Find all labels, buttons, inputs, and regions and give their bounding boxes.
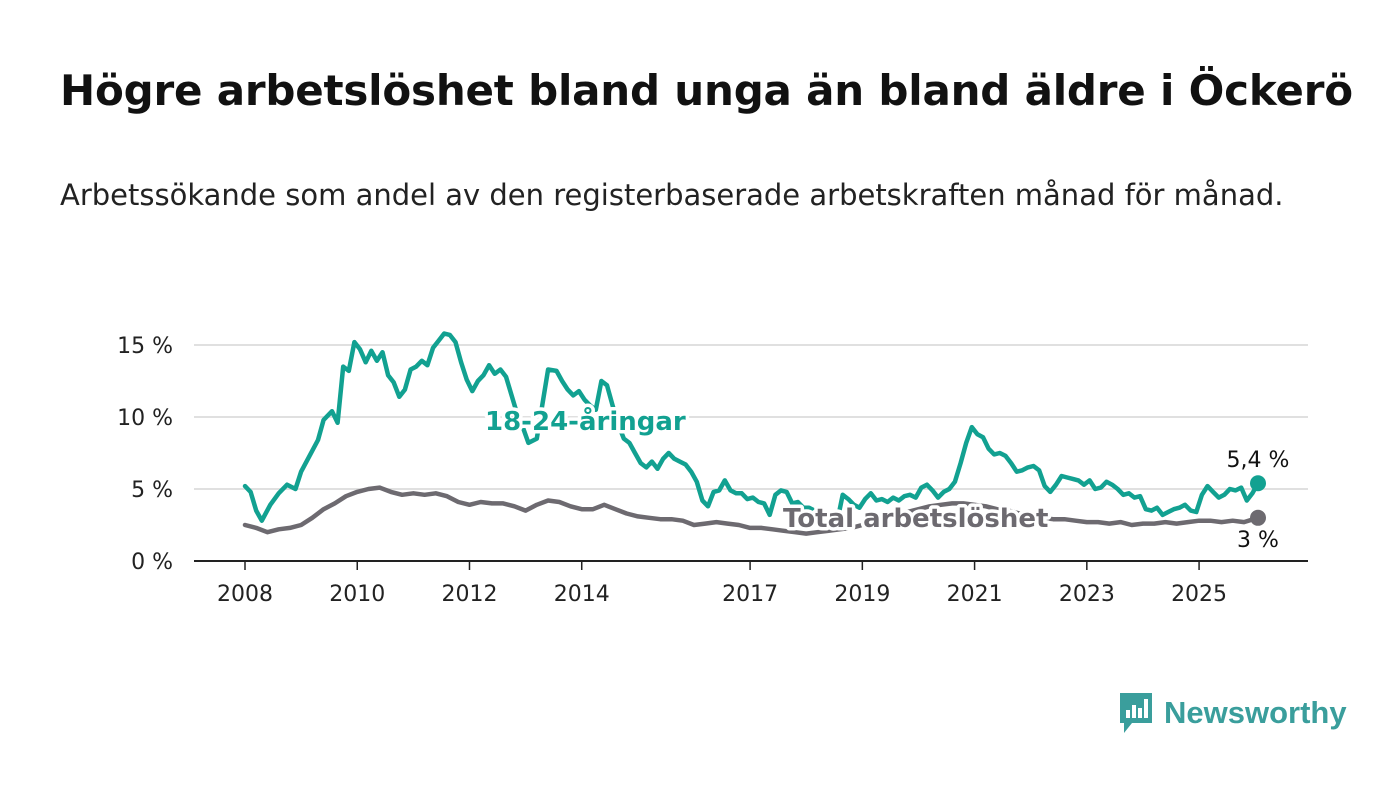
end-label-total: 3 %: [1237, 528, 1279, 553]
y-tick-label: 15 %: [117, 334, 173, 359]
x-tick-label: 2014: [554, 582, 610, 607]
series-line-youth: [242, 331, 1261, 526]
chart-subtitle: Arbetssökande som andel av den registerb…: [60, 178, 1284, 212]
newsworthy-logo-icon: [1120, 693, 1152, 733]
series-line-total: [242, 485, 1261, 536]
end-point-total: [1250, 509, 1266, 526]
y-axis-ticks: 0 % 5 % 10 % 15 %: [117, 334, 173, 575]
grid-lines: [194, 344, 1308, 562]
chart-title: Högre arbetslöshet bland unga än bland ä…: [60, 66, 1353, 115]
x-tick-label: 2025: [1171, 582, 1227, 607]
end-point-youth: [1250, 475, 1266, 492]
x-tick-label: 2017: [722, 582, 778, 607]
x-tick-label: 2008: [217, 582, 273, 607]
y-tick-label: 10 %: [117, 406, 173, 431]
end-label-youth: 5,4 %: [1227, 448, 1290, 473]
y-tick-label: 5 %: [131, 478, 173, 503]
y-tick-label: 0 %: [131, 550, 173, 575]
x-tick-label: 2010: [329, 582, 385, 607]
x-tick-label: 2023: [1059, 582, 1115, 607]
newsworthy-brand[interactable]: Newsworthy: [1118, 690, 1347, 736]
brand-name: Newsworthy: [1164, 695, 1347, 730]
x-tick-label: 2021: [947, 582, 1003, 607]
series-label-total: Total arbetslöshet: [783, 504, 1048, 534]
x-axis-ticks: 2008 2010 2012 2014 2017 2019 2021 2023 2025: [217, 561, 1227, 607]
series-labels: 18-24-åringar Total arbetslöshet 5,4 % 3 %: [482, 402, 1292, 556]
series-lines: [242, 331, 1266, 536]
x-tick-label: 2012: [441, 582, 497, 607]
series-label-youth: 18-24-åringar: [485, 405, 686, 437]
x-tick-label: 2019: [834, 582, 890, 607]
